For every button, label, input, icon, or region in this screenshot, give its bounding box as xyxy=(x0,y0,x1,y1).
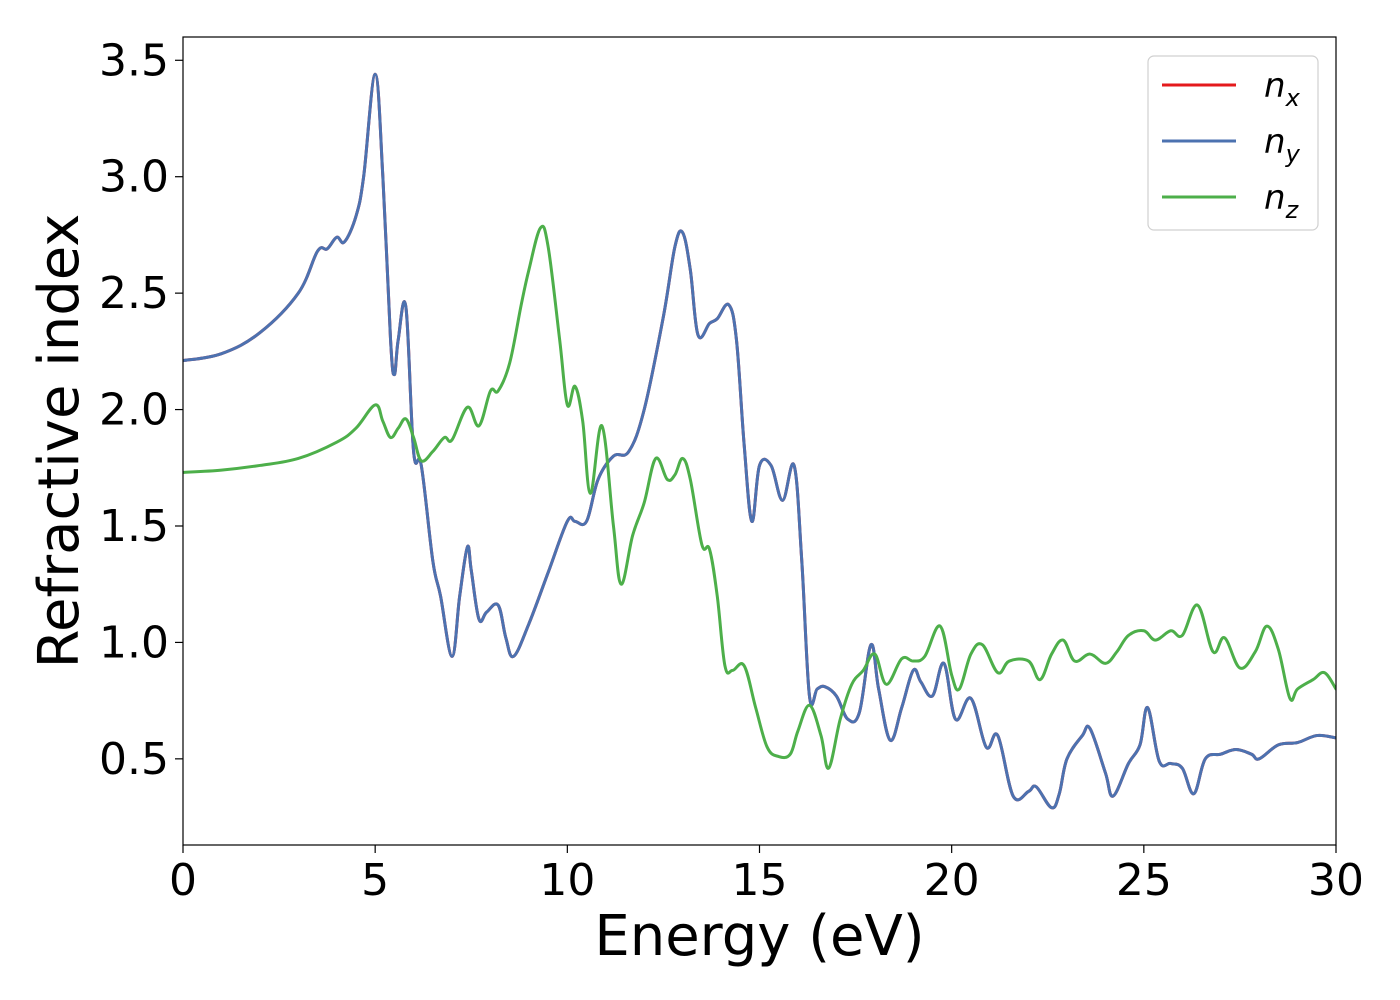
legend-label-n_x: nx xyxy=(1264,66,1301,112)
y-tick-label: 0.5 xyxy=(99,734,169,785)
legend-label-n_z: nz xyxy=(1264,178,1300,224)
x-tick-label: 25 xyxy=(1116,855,1172,906)
x-axis-ticks: 0 5 10 15 20 25 30 xyxy=(169,845,1364,906)
legend: nx ny nz xyxy=(1147,55,1319,231)
x-tick-label: 30 xyxy=(1308,855,1364,906)
y-tick-label: 2.5 xyxy=(99,268,169,319)
plot-lines xyxy=(183,72,1336,810)
x-tick-label: 0 xyxy=(169,855,197,906)
y-tick-label: 3.5 xyxy=(99,35,169,86)
y-axis-label: Refractive index xyxy=(27,214,92,669)
y-tick-label: 1.5 xyxy=(99,501,169,552)
y-axis-ticks: 0.5 1.0 1.5 2.0 2.5 3.0 3.5 xyxy=(99,35,183,785)
y-tick-label: 1.0 xyxy=(99,617,169,668)
x-tick-label: 5 xyxy=(361,855,389,906)
x-tick-label: 20 xyxy=(924,855,980,906)
series-line-n_z xyxy=(183,224,1336,770)
y-tick-label: 2.0 xyxy=(99,385,169,436)
legend-box xyxy=(1147,55,1319,231)
series-line-n_y xyxy=(183,72,1336,810)
y-tick-label: 3.0 xyxy=(99,152,169,203)
x-tick-label: 15 xyxy=(732,855,788,906)
legend-label-n_y: ny xyxy=(1264,122,1301,168)
x-axis-label: Energy (eV) xyxy=(594,904,924,969)
x-tick-label: 10 xyxy=(539,855,595,906)
